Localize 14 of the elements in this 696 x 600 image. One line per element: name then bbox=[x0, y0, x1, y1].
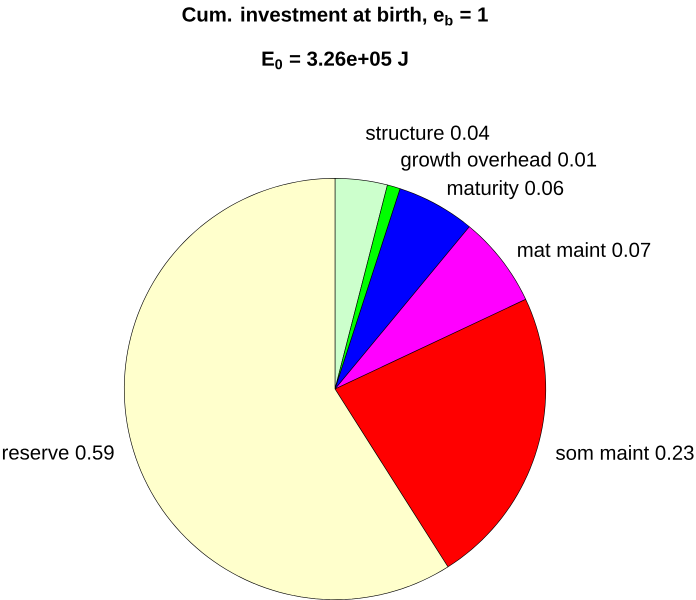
slice-label: som maint bbox=[556, 445, 650, 460]
data-label: 0.04 bbox=[450, 126, 490, 140]
data-label: 0.01 bbox=[558, 152, 596, 167]
data-label: 0.23 bbox=[656, 446, 694, 460]
slice-label: maturity bbox=[448, 180, 519, 200]
data-label: 0.07 bbox=[612, 242, 650, 258]
chart-title: Cum. investment at birth, e$_{b}$ = 1 bbox=[182, 6, 488, 26]
slice-label: structure bbox=[366, 126, 444, 140]
slice-label: reserve bbox=[2, 448, 68, 460]
slice-label: mat maint bbox=[518, 242, 606, 258]
data-label: 0.06 bbox=[525, 180, 564, 196]
chart-subtitle: E$_{0}$ = 3.26e+05 J bbox=[262, 51, 408, 70]
data-label: 0.59 bbox=[76, 445, 114, 460]
slice-label: growth overhead bbox=[401, 152, 550, 171]
